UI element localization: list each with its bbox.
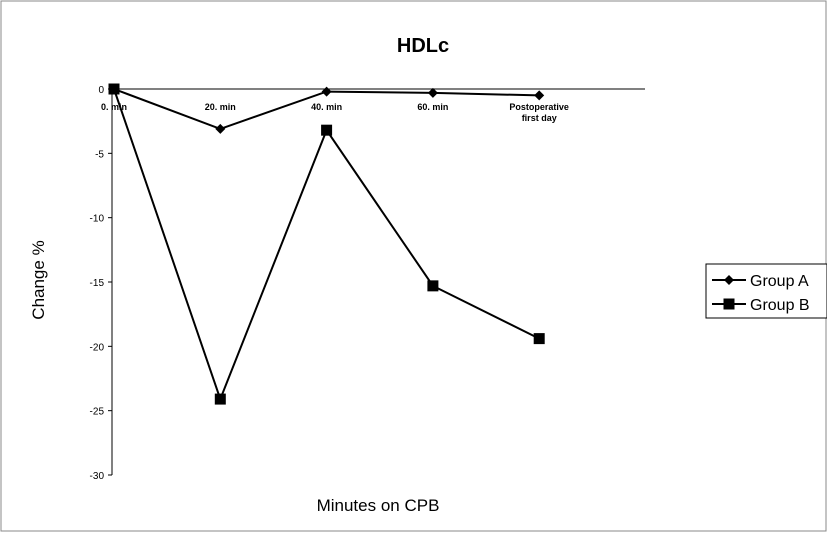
y-axis-label: Change % xyxy=(29,240,48,319)
x-tick-label: 60. min xyxy=(417,102,448,112)
y-tick-label: -15 xyxy=(90,278,105,289)
data-point xyxy=(108,83,120,95)
legend-marker xyxy=(723,298,735,310)
y-tick-label: -25 xyxy=(90,407,105,418)
data-point xyxy=(321,86,332,97)
data-point xyxy=(321,124,333,136)
x-axis-label: Minutes on CPB xyxy=(317,496,440,515)
x-tick-label: 0. min xyxy=(101,102,127,112)
data-point xyxy=(215,123,226,134)
legend-marker xyxy=(724,275,734,285)
y-tick-label: -30 xyxy=(90,471,105,482)
y-tick-label: -20 xyxy=(90,342,105,353)
data-point xyxy=(427,280,439,292)
x-tick-label: Postoperative first day xyxy=(509,102,569,123)
x-tick-label: 40. min xyxy=(311,102,342,112)
chart-title: HDLc xyxy=(397,35,449,57)
legend-label: Group A xyxy=(750,273,809,290)
data-point xyxy=(214,393,226,405)
data-point xyxy=(533,333,545,345)
data-point xyxy=(427,87,438,98)
x-tick-label: 20. min xyxy=(205,102,236,112)
y-tick-label: -5 xyxy=(95,149,104,160)
legend-label: Group B xyxy=(750,297,810,314)
data-point xyxy=(534,90,545,101)
y-tick-label: -10 xyxy=(90,214,105,225)
y-tick-label: 0 xyxy=(98,85,104,96)
